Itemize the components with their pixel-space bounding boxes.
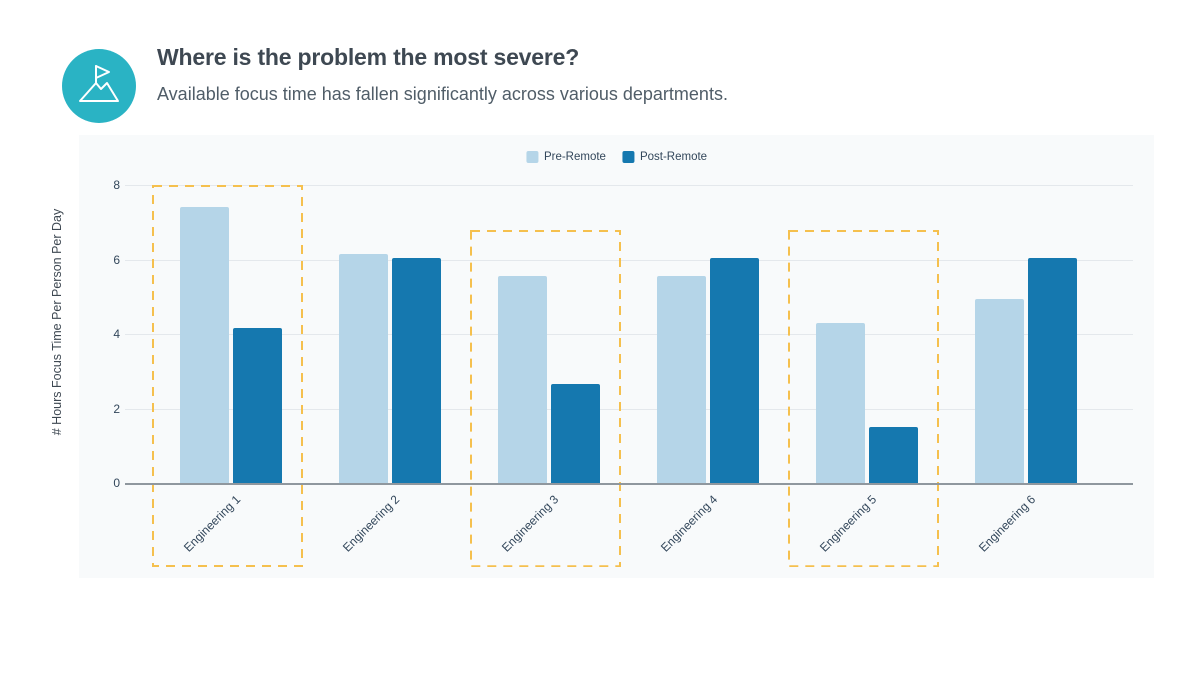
- x-tick-label: Engineering 1: [180, 492, 244, 555]
- x-tick-label: Engineering 6: [975, 492, 1039, 555]
- gridline: [125, 185, 1133, 186]
- x-tick-label: Engineering 3: [498, 492, 562, 555]
- x-tick-label: Engineering 5: [816, 492, 880, 555]
- x-tick-label: Engineering 4: [657, 492, 721, 555]
- chart-panel: Pre-Remote Post-Remote 0 2 4 6 8 Engineering …: [79, 135, 1154, 578]
- y-tick-label: 8: [113, 178, 120, 192]
- bar-post-remote-engineering-6[interactable]: [1028, 257, 1077, 483]
- x-axis-line: [125, 483, 1133, 485]
- legend-swatch-post-remote: [621, 151, 634, 163]
- y-tick-label: 6: [113, 252, 120, 267]
- legend-item-post-remote[interactable]: Post-Remote: [621, 151, 708, 163]
- bar-pre-remote-engineering-4[interactable]: [657, 276, 706, 483]
- page-title: Where is the problem the most severe?: [157, 44, 580, 70]
- bar-pre-remote-engineering-1[interactable]: [180, 207, 229, 483]
- bar-post-remote-engineering-5[interactable]: [869, 427, 918, 483]
- bar-pre-remote-engineering-2[interactable]: [339, 253, 388, 483]
- legend-label: Pre-Remote: [543, 151, 606, 163]
- bar-post-remote-engineering-3[interactable]: [551, 384, 600, 483]
- gridline: [125, 334, 1133, 335]
- bar-post-remote-engineering-2[interactable]: [392, 257, 441, 483]
- bar-post-remote-engineering-1[interactable]: [233, 328, 282, 483]
- legend-item-pre-remote[interactable]: Pre-Remote: [525, 151, 606, 163]
- y-tick-label: 2: [113, 401, 120, 416]
- gridline: [125, 259, 1133, 261]
- chart-legend: Pre-Remote Post-Remote: [525, 151, 708, 163]
- legend-label: Post-Remote: [639, 151, 708, 163]
- bar-pre-remote-engineering-3[interactable]: [498, 276, 547, 483]
- mountain-flag-icon: [62, 49, 136, 123]
- mountain-flag-glyph: [79, 65, 119, 102]
- legend-swatch-pre-remote: [525, 151, 538, 163]
- page-subtitle: Available focus time has fallen signific…: [157, 84, 728, 104]
- y-tick-label: 4: [113, 327, 120, 341]
- y-axis-title: # Hours Focus Time Per Person Per Day: [50, 208, 64, 436]
- bar-post-remote-engineering-4[interactable]: [710, 257, 759, 483]
- bar-pre-remote-engineering-5[interactable]: [816, 322, 865, 483]
- gridline: [125, 408, 1133, 410]
- x-tick-label: Engineering 2: [339, 492, 403, 555]
- bar-pre-remote-engineering-6[interactable]: [975, 298, 1024, 483]
- y-tick-label: 0: [113, 476, 120, 490]
